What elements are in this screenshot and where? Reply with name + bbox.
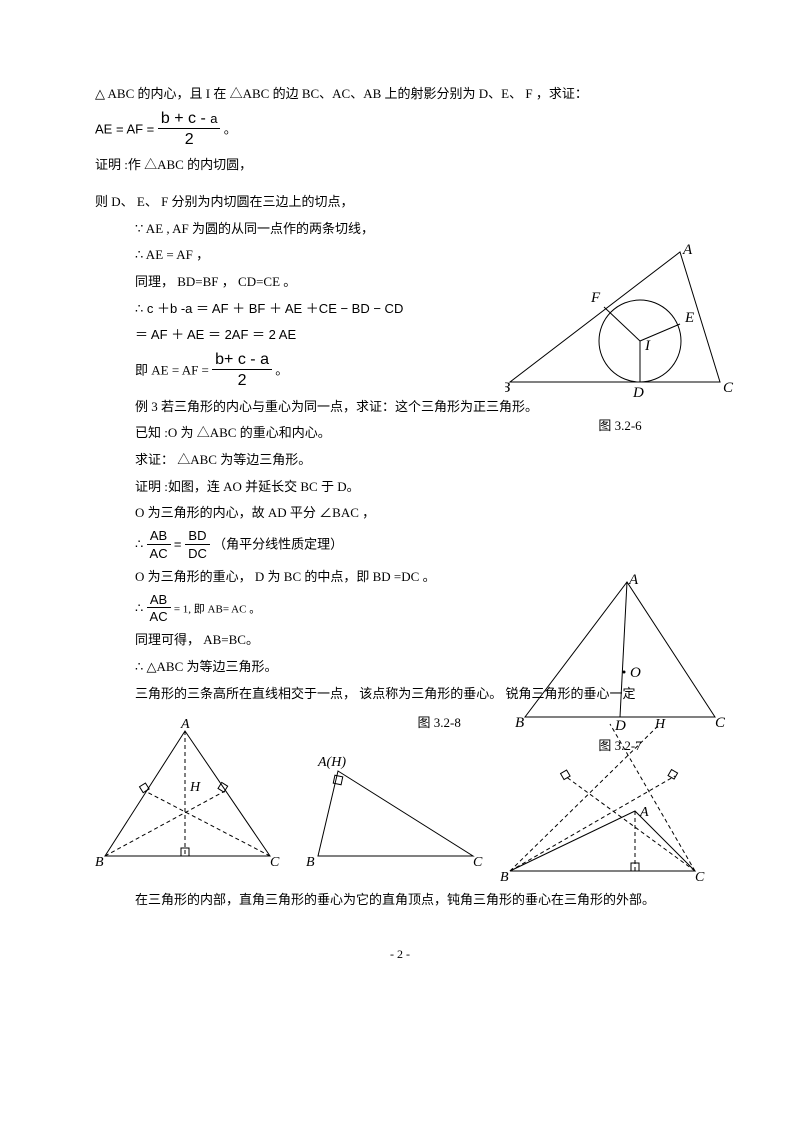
svg-text:A(H): A(H)	[317, 755, 346, 770]
intro-text: △ ABC 的内心，且 I 在 △ABC 的边 BC、AC、AB 上的射影分别为…	[95, 82, 705, 107]
svg-text:A: A	[180, 717, 190, 732]
ex3-l4: O 为三角形的内心，故 AD 平分 ∠BAC ，	[95, 501, 705, 526]
formula1-prefix: AE = AF =	[95, 121, 158, 136]
svg-text:A: A	[639, 805, 649, 820]
svg-text:A: A	[628, 572, 639, 588]
svg-text:H: H	[189, 780, 201, 795]
fig1-caption: 图 3.2-6	[505, 414, 735, 439]
p4: ∵ AE , AF 为圆的从同一点作的两条切线，	[95, 217, 705, 242]
fig-right: A(H) B C	[298, 716, 483, 871]
svg-text:F: F	[590, 290, 601, 306]
fig3-caption: 图 3.2-8	[418, 711, 461, 736]
svg-text:C: C	[723, 380, 734, 396]
formula-1: AE = AF = b + c - a 2 。	[95, 109, 705, 152]
svg-text:C: C	[270, 855, 280, 870]
ex3-l3: 证明 :如图，连 AO 并延长交 BC 于 D。	[95, 475, 705, 500]
svg-text:D: D	[632, 385, 644, 401]
formula1-suffix: 。	[224, 121, 237, 136]
fig-acute: A B C H	[95, 716, 280, 871]
svg-text:E: E	[684, 310, 694, 326]
p9-frac: b+ c - a 2	[212, 350, 272, 393]
fig2-caption: 图 3.2-7	[515, 734, 725, 759]
svg-text:B: B	[505, 380, 510, 396]
ex3-l2: 求证： △ABC 为等边三角形。	[95, 448, 705, 473]
svg-text:A: A	[682, 242, 693, 258]
formula1-frac: b + c - a 2	[158, 109, 221, 152]
svg-text:C: C	[715, 715, 725, 731]
svg-text:O: O	[630, 665, 641, 681]
p9-prefix: 即 AE = AF =	[135, 362, 212, 377]
figure-3-2-7: A B C D O 图 3.2-7	[515, 572, 725, 759]
page-number: - 2 -	[95, 943, 705, 966]
svg-text:I: I	[644, 338, 651, 354]
figure-3-2-6: A B C D E F I 图 3.2-6	[505, 242, 735, 439]
p3: 则 D、 E、 F 分别为内切圆在三边上的切点，	[95, 190, 705, 215]
svg-text:C: C	[473, 855, 483, 870]
ortho-para2: 在三角形的内部，直角三角形的垂心为它的直角顶点，钝角三角形的垂心在三角形的外部。	[95, 888, 705, 913]
svg-text:B: B	[515, 715, 524, 731]
svg-text:B: B	[500, 870, 509, 885]
svg-text:B: B	[306, 855, 315, 870]
svg-text:B: B	[95, 855, 104, 870]
svg-text:D: D	[614, 718, 626, 732]
proof-start: 证明 :作 △ABC 的内切圆，	[95, 153, 705, 178]
p9-suffix: 。	[275, 362, 288, 377]
ex3-l5: ∴ AB AC = BD DC （角平分线性质定理）	[95, 528, 705, 563]
svg-text:C: C	[695, 870, 705, 885]
page-content: △ ABC 的内心，且 I 在 △ABC 的边 BC、AC、AB 上的射影分别为…	[95, 82, 705, 966]
